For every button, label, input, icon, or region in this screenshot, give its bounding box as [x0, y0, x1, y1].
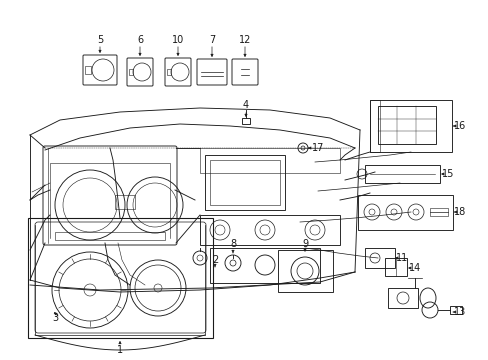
Bar — [357, 195, 452, 230]
Bar — [28, 218, 213, 338]
Bar — [204, 155, 285, 210]
Text: 3: 3 — [52, 313, 58, 323]
Text: 5: 5 — [97, 35, 103, 45]
Text: 10: 10 — [171, 35, 184, 45]
Text: 1: 1 — [117, 345, 123, 355]
Bar — [429, 208, 447, 216]
Bar — [55, 232, 164, 240]
Bar — [129, 69, 133, 75]
Text: 12: 12 — [238, 35, 251, 45]
Text: 18: 18 — [453, 207, 465, 217]
Bar — [278, 250, 332, 292]
Text: 16: 16 — [453, 121, 465, 131]
Bar — [449, 306, 461, 314]
Text: 8: 8 — [229, 239, 236, 249]
Text: 17: 17 — [311, 143, 324, 153]
Bar — [242, 118, 249, 124]
Bar — [369, 100, 379, 152]
Bar — [167, 69, 171, 75]
Bar — [209, 248, 319, 283]
Text: 13: 13 — [453, 307, 465, 317]
Text: 6: 6 — [137, 35, 143, 45]
Bar — [200, 215, 339, 245]
Text: 14: 14 — [408, 263, 420, 273]
Bar — [364, 248, 394, 268]
Text: 7: 7 — [208, 35, 215, 45]
Text: 11: 11 — [395, 253, 407, 263]
Bar — [209, 160, 280, 205]
Text: 2: 2 — [211, 255, 218, 265]
Bar — [364, 165, 439, 183]
Bar — [369, 100, 451, 152]
Bar — [115, 195, 135, 209]
Text: 15: 15 — [441, 169, 453, 179]
Bar — [200, 148, 339, 173]
Text: 4: 4 — [243, 100, 248, 110]
Bar — [384, 258, 406, 276]
Text: 9: 9 — [301, 239, 307, 249]
Bar — [387, 288, 417, 308]
Bar — [377, 106, 435, 144]
Bar — [85, 66, 91, 74]
